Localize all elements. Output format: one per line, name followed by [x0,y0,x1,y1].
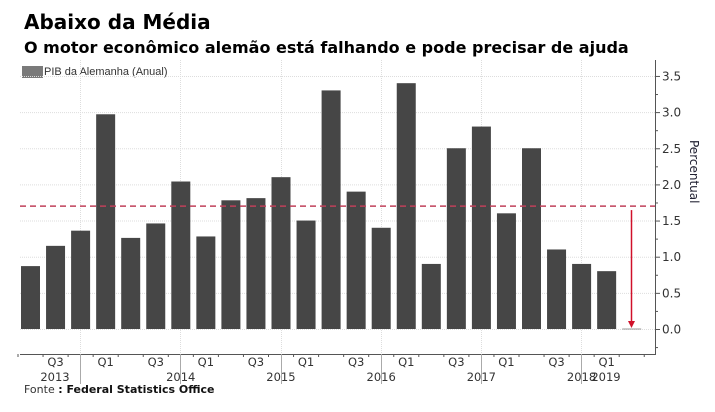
decline-arrowhead [628,321,635,328]
bar [271,177,291,329]
legend-swatch [22,66,43,78]
y-tick-label: 0.0 [662,323,681,337]
bar [21,266,40,329]
bar [221,200,241,329]
bar [597,271,617,329]
x-tick-label: Q3 [448,355,464,369]
y-axis-label: Percentual [687,140,701,203]
chart-title: Abaixo da Média [24,10,211,34]
x-tick-label: Q3 [47,355,63,369]
x-year-label: 2018 [567,370,596,384]
x-year-label: 2013 [40,370,69,384]
x-tick-label: Q3 [348,355,364,369]
x-year-label: 2016 [367,370,396,384]
bar [471,126,491,329]
x-tick-label: Q3 [548,355,564,369]
bar [496,213,516,329]
x-tick-label: Q3 [248,355,264,369]
bar [46,245,66,329]
x-tick-label: Q1 [398,355,414,369]
bar [71,230,91,329]
y-tick-label: 2.5 [662,142,681,156]
x-year-label: 2015 [266,370,295,384]
bar [296,220,316,329]
bar [196,236,216,329]
bar [121,237,141,329]
chart-subtitle: O motor econômico alemão está falhando e… [24,38,629,57]
y-tick-label: 3.0 [662,106,681,120]
source-note: Fonte : Federal Statistics Office [24,383,214,396]
x-tick-label: Q1 [298,355,314,369]
bar [396,83,416,330]
x-tick-label: Q1 [198,355,214,369]
bar [346,191,366,329]
bar [522,148,541,329]
y-tick-label: 3.5 [662,69,681,83]
x-tick-label: Q1 [498,355,514,369]
x-year-label: 2014 [166,370,195,384]
bar [547,249,567,329]
bar [371,227,391,329]
legend: PIB da Alemanha (Anual) [22,66,168,78]
y-tick-label: 1.5 [662,214,681,228]
y-tick-label: 2.0 [662,178,681,192]
x-tick-label: Q1 [97,355,113,369]
bar [572,263,592,329]
bar [446,148,466,329]
source-value: : Federal Statistics Office [58,383,215,396]
x-year-label: 2017 [467,370,496,384]
bar [421,263,441,329]
bar [321,90,341,329]
source-label: Fonte [24,383,55,396]
x-tick-label: Q3 [148,355,164,369]
x-year-label: 2019 [591,370,620,384]
x-tick-label: Q1 [598,355,614,369]
y-tick-label: 1.0 [662,250,681,264]
bar [146,223,166,329]
bar [171,181,191,329]
y-tick-label: 0.5 [662,286,681,300]
bar [246,198,266,329]
bar [96,114,116,329]
legend-label: PIB da Alemanha (Anual) [44,66,168,78]
